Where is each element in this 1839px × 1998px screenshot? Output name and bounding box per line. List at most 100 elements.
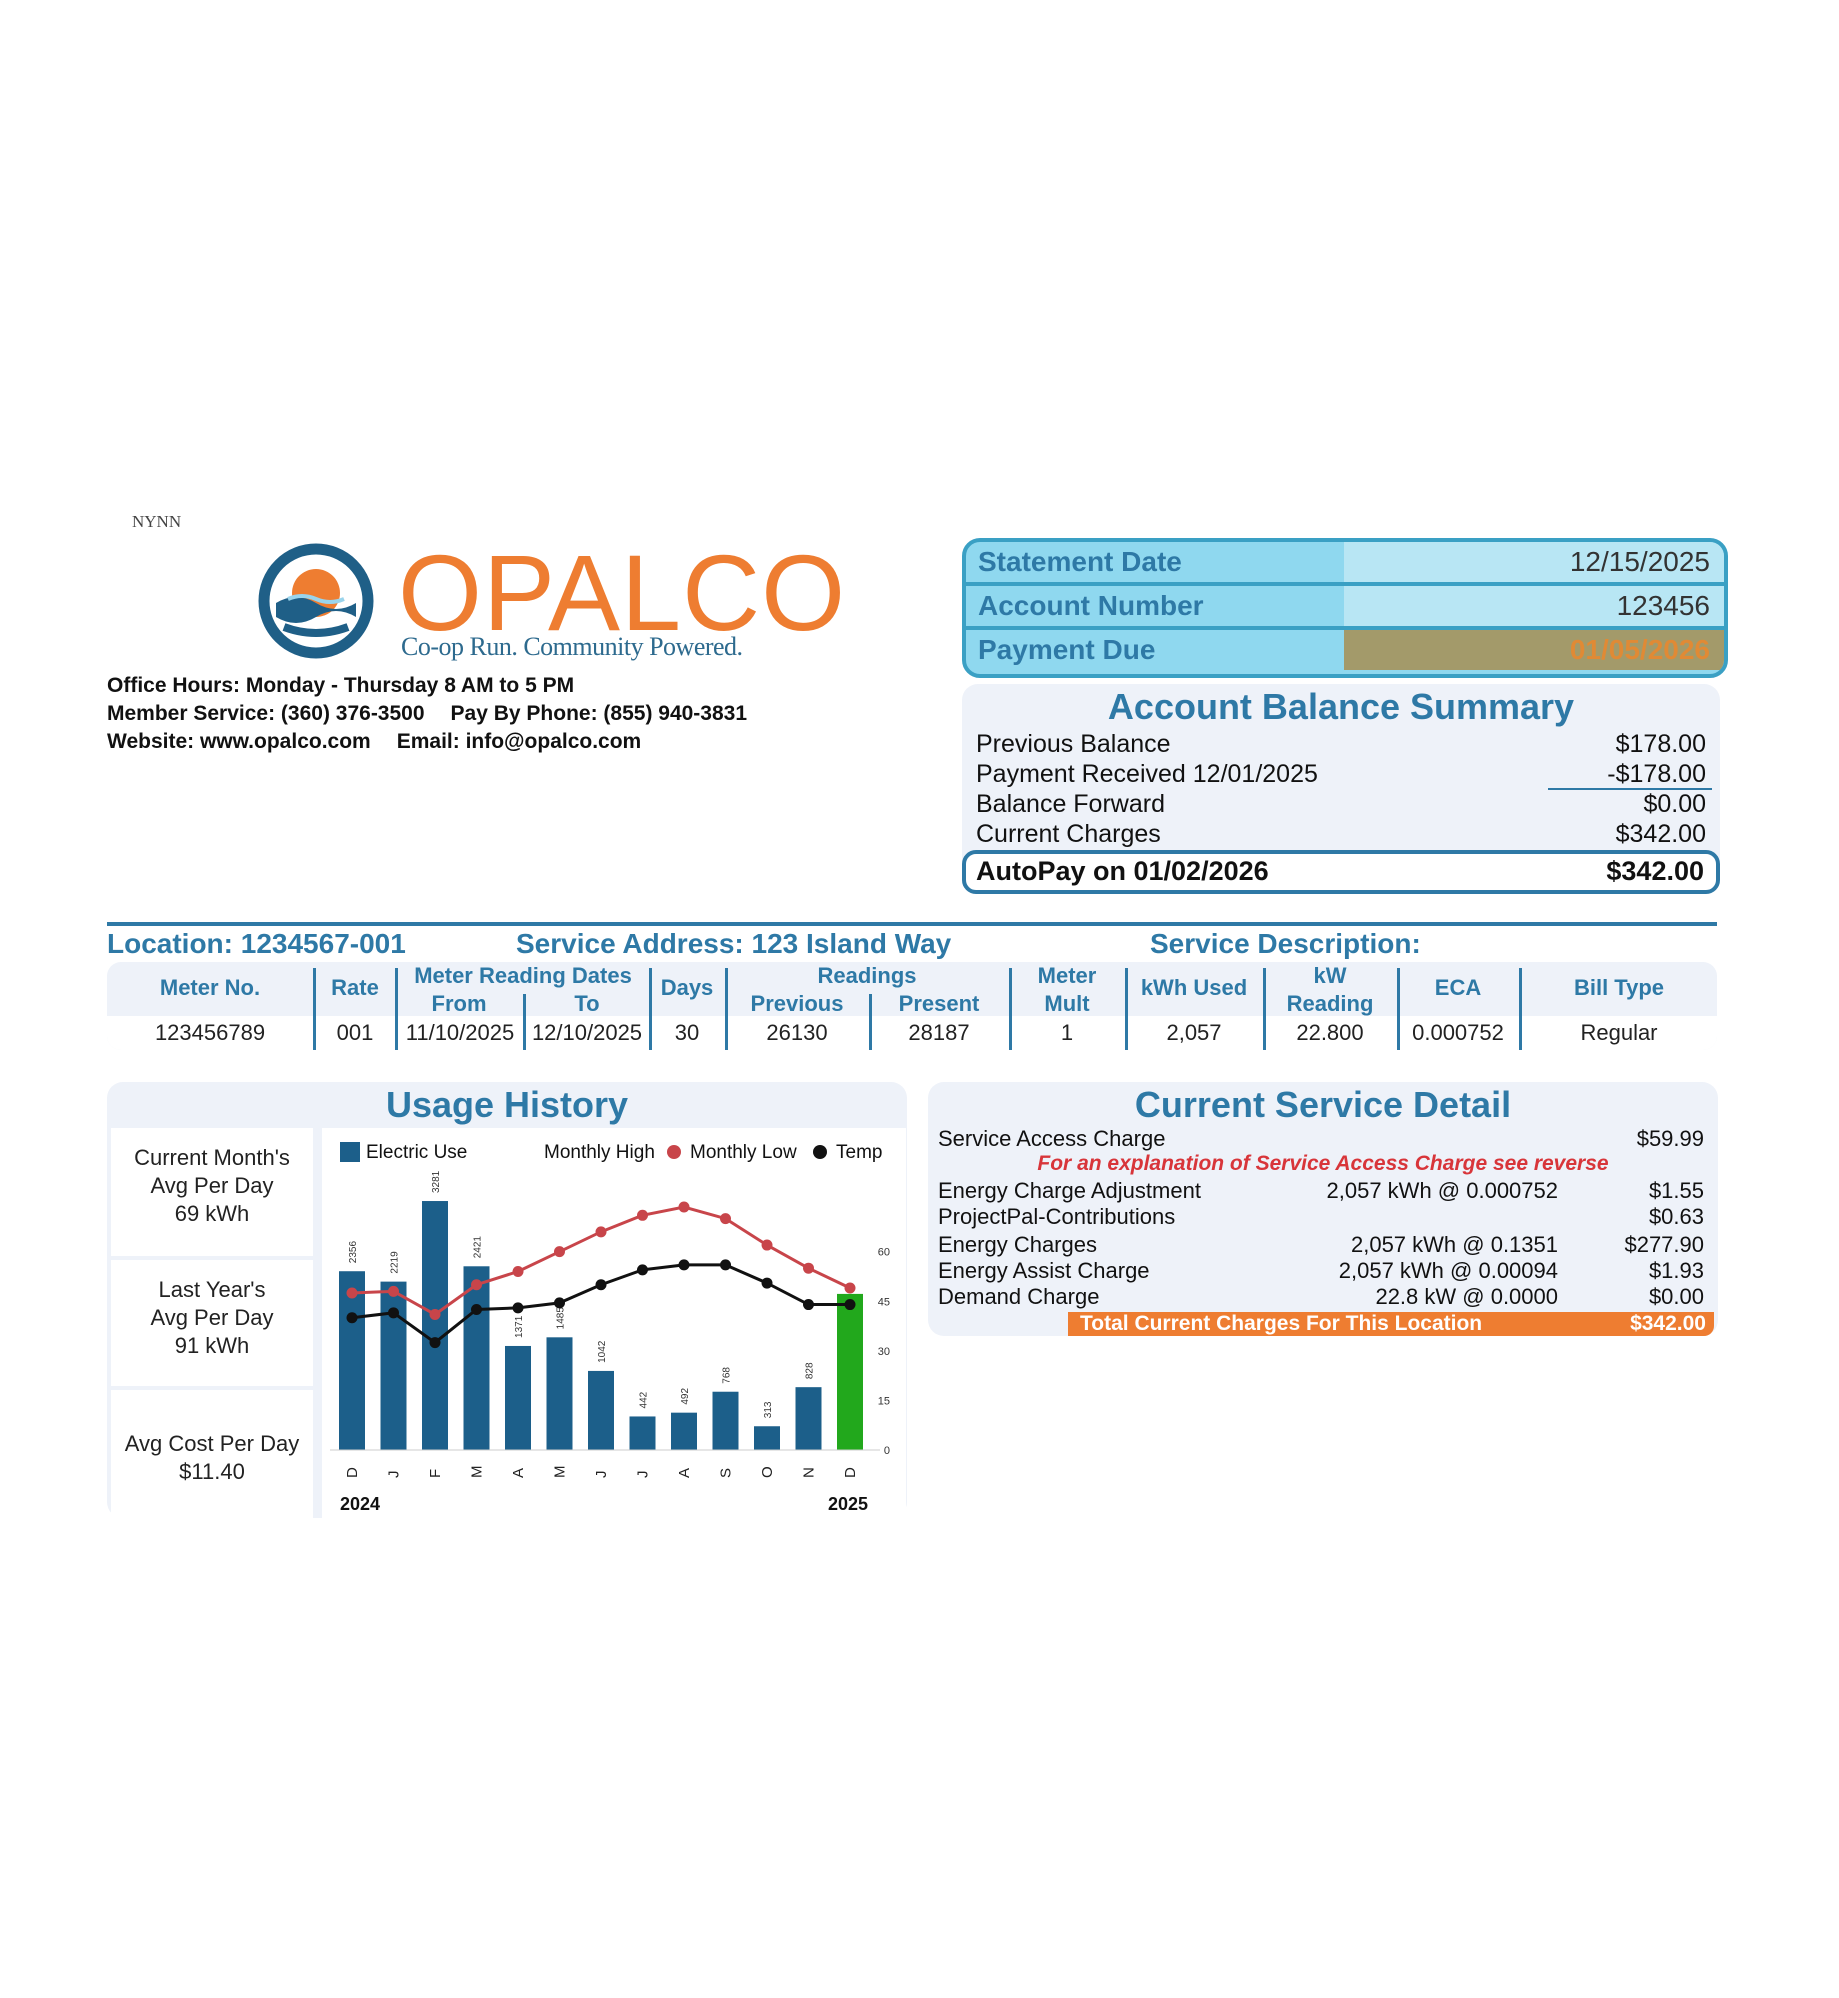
email[interactable]: Email: info@opalco.com (396, 730, 642, 753)
usage-bar (712, 1391, 739, 1450)
right-axis-tick: 60 (878, 1247, 890, 1259)
mult-value: 1 (1060, 1020, 1074, 1045)
month-label: J (386, 1471, 403, 1479)
usage-bar (463, 1266, 490, 1450)
month-label: S (718, 1468, 735, 1478)
usage-bar (505, 1345, 531, 1450)
monthly-high-point (803, 1262, 814, 1274)
monthly-high-point (388, 1285, 399, 1297)
month-label: M (552, 1466, 569, 1479)
monthly-high-point (720, 1213, 731, 1225)
brand-name: OPALCO (398, 532, 847, 653)
legend-electric-label: Electric Use (366, 1142, 467, 1163)
total-current-charges: Total Current Charges For This Location … (1068, 1312, 1714, 1336)
usage-bar (837, 1293, 863, 1450)
header-mult-2: Mult (1044, 991, 1090, 1016)
month-label: N (801, 1467, 818, 1478)
header-kw-1: kW (1313, 963, 1347, 988)
monthly-high-point (595, 1226, 607, 1238)
monthly-low-point (678, 1259, 690, 1271)
header-readings: Readings (817, 963, 917, 988)
statement-info-box: Statement Date 12/15/2025 Account Number… (962, 538, 1728, 678)
right-axis-tick: 0 (884, 1445, 890, 1457)
monthly-high-point (844, 1282, 856, 1294)
month-label: M (469, 1466, 486, 1479)
charge-row: Demand Charge 22.8 kW @ 0.0000 $0.00 (938, 1284, 1704, 1309)
year-label-start: 2024 (340, 1494, 380, 1514)
usage-history-title: Usage History (385, 1084, 629, 1125)
legend-low-marker (813, 1145, 827, 1159)
kw-reading-value: 22.800 (1296, 1020, 1364, 1045)
monthly-low-point (512, 1302, 524, 1314)
charge-row: Energy Charges 2,057 kWh @ 0.1351 $277.90 (938, 1232, 1704, 1257)
header-eca: ECA (1434, 975, 1482, 1000)
bar-value-label: 313 (763, 1401, 774, 1418)
rate-value: 001 (336, 1020, 374, 1045)
monthly-low-point (844, 1299, 856, 1311)
monthly-high-point (761, 1239, 773, 1251)
header-bill-type: Bill Type (1573, 975, 1665, 1000)
service-description: Service Description: (1150, 928, 1421, 959)
monthly-high-point (471, 1279, 482, 1291)
month-label: J (635, 1471, 652, 1479)
legend-high-marker (667, 1145, 681, 1159)
account-number-label: Account Number (978, 590, 1204, 621)
bar-value-label: 828 (805, 1362, 816, 1379)
monthly-high-point (678, 1201, 690, 1213)
bar-value-label: 442 (639, 1391, 650, 1408)
bar-value-label: 2421 (473, 1236, 484, 1259)
autopay-label: AutoPay on 01/02/2026 (976, 856, 1269, 886)
usage-bar (588, 1370, 614, 1450)
month-label: A (676, 1468, 693, 1478)
usage-bar (629, 1416, 656, 1450)
bar-value-label: 2219 (390, 1251, 401, 1274)
year-label-end: 2025 (828, 1494, 868, 1514)
present-value: 28187 (908, 1020, 970, 1045)
total-value: $342.00 (1630, 1312, 1706, 1335)
monthly-low-point (346, 1312, 358, 1324)
header-mult-1: Meter (1037, 963, 1097, 988)
charge-row: Service Access Charge $59.99 (938, 1126, 1704, 1151)
usage-chart-area: Electric Use Monthly High Monthly Low Temp 0… (322, 1128, 906, 1518)
account-number-row: Account Number 123456 (966, 586, 1724, 626)
header-from: From (431, 991, 487, 1016)
monthly-low-point (471, 1304, 482, 1316)
meter-no-value: 123456789 (154, 1020, 266, 1045)
header-days: Days (660, 975, 714, 1000)
bar-value-label: 2356 (348, 1241, 359, 1264)
header-to: To (574, 991, 600, 1016)
legend-high-label: Monthly High (544, 1142, 655, 1163)
opalco-logo: OPALCO Co-op Run. Community Powered. (258, 532, 845, 668)
charge-row: Energy Assist Charge 2,057 kWh @ 0.00094 $… (938, 1258, 1704, 1283)
location-divider (107, 922, 1717, 926)
usage-bar (754, 1426, 780, 1450)
autopay-amount: $342.00 (1606, 856, 1704, 886)
payment-due-value: 01/05/2026 (1569, 634, 1710, 665)
monthly-high-point (637, 1209, 648, 1221)
service-access-note: For an explanation of Service Access Cha… (1037, 1152, 1609, 1175)
meter-table: Meter No. Rate Meter Reading Dates From … (107, 962, 1717, 1050)
monthly-low-point (720, 1259, 731, 1271)
month-label: O (759, 1466, 776, 1478)
monthly-low-point (803, 1299, 814, 1311)
right-axis-tick: 15 (878, 1395, 890, 1407)
bar-value-label: 492 (680, 1388, 691, 1405)
bar-value-label: 1485 (556, 1307, 567, 1330)
previous-value: 26130 (766, 1020, 828, 1045)
service-address: Service Address: 123 Island Way (516, 928, 952, 959)
usage-chart: Electric Use Monthly High Monthly Low Temp 0… (330, 1142, 890, 1514)
month-label: D (344, 1467, 361, 1478)
payment-due-row: Payment Due 01/05/2026 (966, 630, 1724, 670)
statement-date-row: Statement Date 12/15/2025 (966, 542, 1724, 582)
balance-row: Balance Forward $0.00 (976, 790, 1706, 818)
monthly-low-point (761, 1277, 773, 1289)
website[interactable]: Website: www.opalco.com (107, 730, 371, 753)
statement-date-value: 12/15/2025 (1569, 546, 1710, 577)
brand-tagline: Co-op Run. Community Powered. (401, 632, 743, 661)
statement-date-label: Statement Date (978, 546, 1182, 577)
monthly-high-point (554, 1246, 565, 1258)
logo-emblem-icon (258, 543, 374, 659)
month-label: D (842, 1467, 859, 1478)
header-reading-dates: Meter Reading Dates (414, 963, 632, 988)
bar-value-label: 3281 (431, 1170, 442, 1193)
